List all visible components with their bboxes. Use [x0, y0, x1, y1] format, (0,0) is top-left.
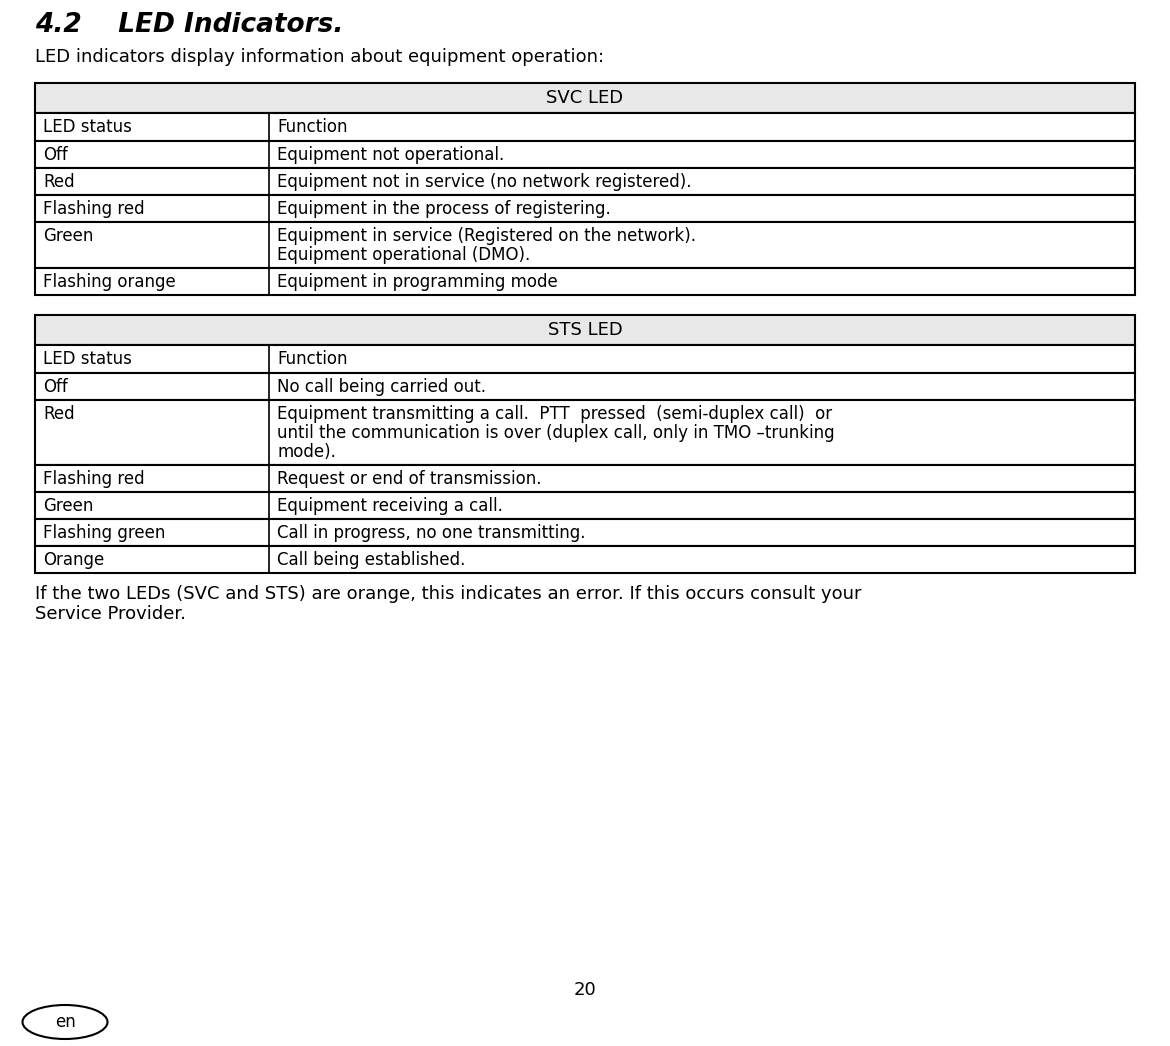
Text: Flashing red: Flashing red: [43, 470, 145, 488]
Text: Call in progress, no one transmitting.: Call in progress, no one transmitting.: [277, 524, 586, 542]
Text: mode).: mode).: [277, 444, 336, 461]
Bar: [35, 465, 1135, 492]
Text: Service Provider.: Service Provider.: [35, 605, 186, 623]
Text: Equipment in the process of registering.: Equipment in the process of registering.: [277, 200, 611, 218]
Text: Equipment transmitting a call.  PTT  pressed  (semi-duplex call)  or: Equipment transmitting a call. PTT press…: [277, 405, 832, 423]
Text: 20: 20: [573, 981, 597, 999]
Bar: [35, 345, 1135, 373]
Bar: [35, 546, 1135, 573]
Text: Equipment not operational.: Equipment not operational.: [277, 146, 504, 164]
Text: Equipment in programming mode: Equipment in programming mode: [277, 273, 558, 291]
Bar: [35, 113, 1135, 141]
Text: Call being established.: Call being established.: [277, 551, 466, 569]
Bar: [35, 492, 1135, 519]
Text: LED status: LED status: [43, 350, 132, 368]
Text: Request or end of transmission.: Request or end of transmission.: [277, 470, 542, 488]
Bar: [35, 83, 1135, 113]
Text: Off: Off: [43, 146, 68, 164]
Bar: [35, 373, 1135, 400]
Text: Equipment operational (DMO).: Equipment operational (DMO).: [277, 246, 530, 264]
Bar: [35, 519, 1135, 546]
Text: Function: Function: [277, 118, 347, 136]
Text: 4.2    LED Indicators.: 4.2 LED Indicators.: [35, 12, 343, 38]
Text: Off: Off: [43, 378, 68, 396]
Text: If the two LEDs (SVC and STS) are orange, this indicates an error. If this occur: If the two LEDs (SVC and STS) are orange…: [35, 585, 861, 602]
Bar: [35, 315, 1135, 345]
Text: STS LED: STS LED: [548, 321, 622, 339]
Bar: [35, 195, 1135, 222]
Text: until the communication is over (duplex call, only in TMO –trunking: until the communication is over (duplex …: [277, 424, 835, 442]
Text: LED status: LED status: [43, 118, 132, 136]
Ellipse shape: [22, 1005, 108, 1039]
Text: LED indicators display information about equipment operation:: LED indicators display information about…: [35, 48, 604, 66]
Text: Function: Function: [277, 350, 347, 368]
Bar: [35, 400, 1135, 465]
Text: Red: Red: [43, 405, 75, 423]
Text: Equipment in service (Registered on the network).: Equipment in service (Registered on the …: [277, 227, 696, 245]
Text: Red: Red: [43, 173, 75, 191]
Text: Green: Green: [43, 497, 94, 515]
Text: Equipment receiving a call.: Equipment receiving a call.: [277, 497, 503, 515]
Text: Flashing red: Flashing red: [43, 200, 145, 218]
Text: SVC LED: SVC LED: [546, 89, 624, 107]
Text: en: en: [55, 1013, 75, 1031]
Bar: [35, 268, 1135, 295]
Text: Green: Green: [43, 227, 94, 245]
Text: Equipment not in service (no network registered).: Equipment not in service (no network reg…: [277, 173, 691, 191]
Text: Flashing green: Flashing green: [43, 524, 165, 542]
Text: Flashing orange: Flashing orange: [43, 273, 175, 291]
Bar: [35, 168, 1135, 195]
Bar: [35, 141, 1135, 168]
Text: Orange: Orange: [43, 551, 104, 569]
Bar: [35, 222, 1135, 268]
Text: No call being carried out.: No call being carried out.: [277, 378, 487, 396]
